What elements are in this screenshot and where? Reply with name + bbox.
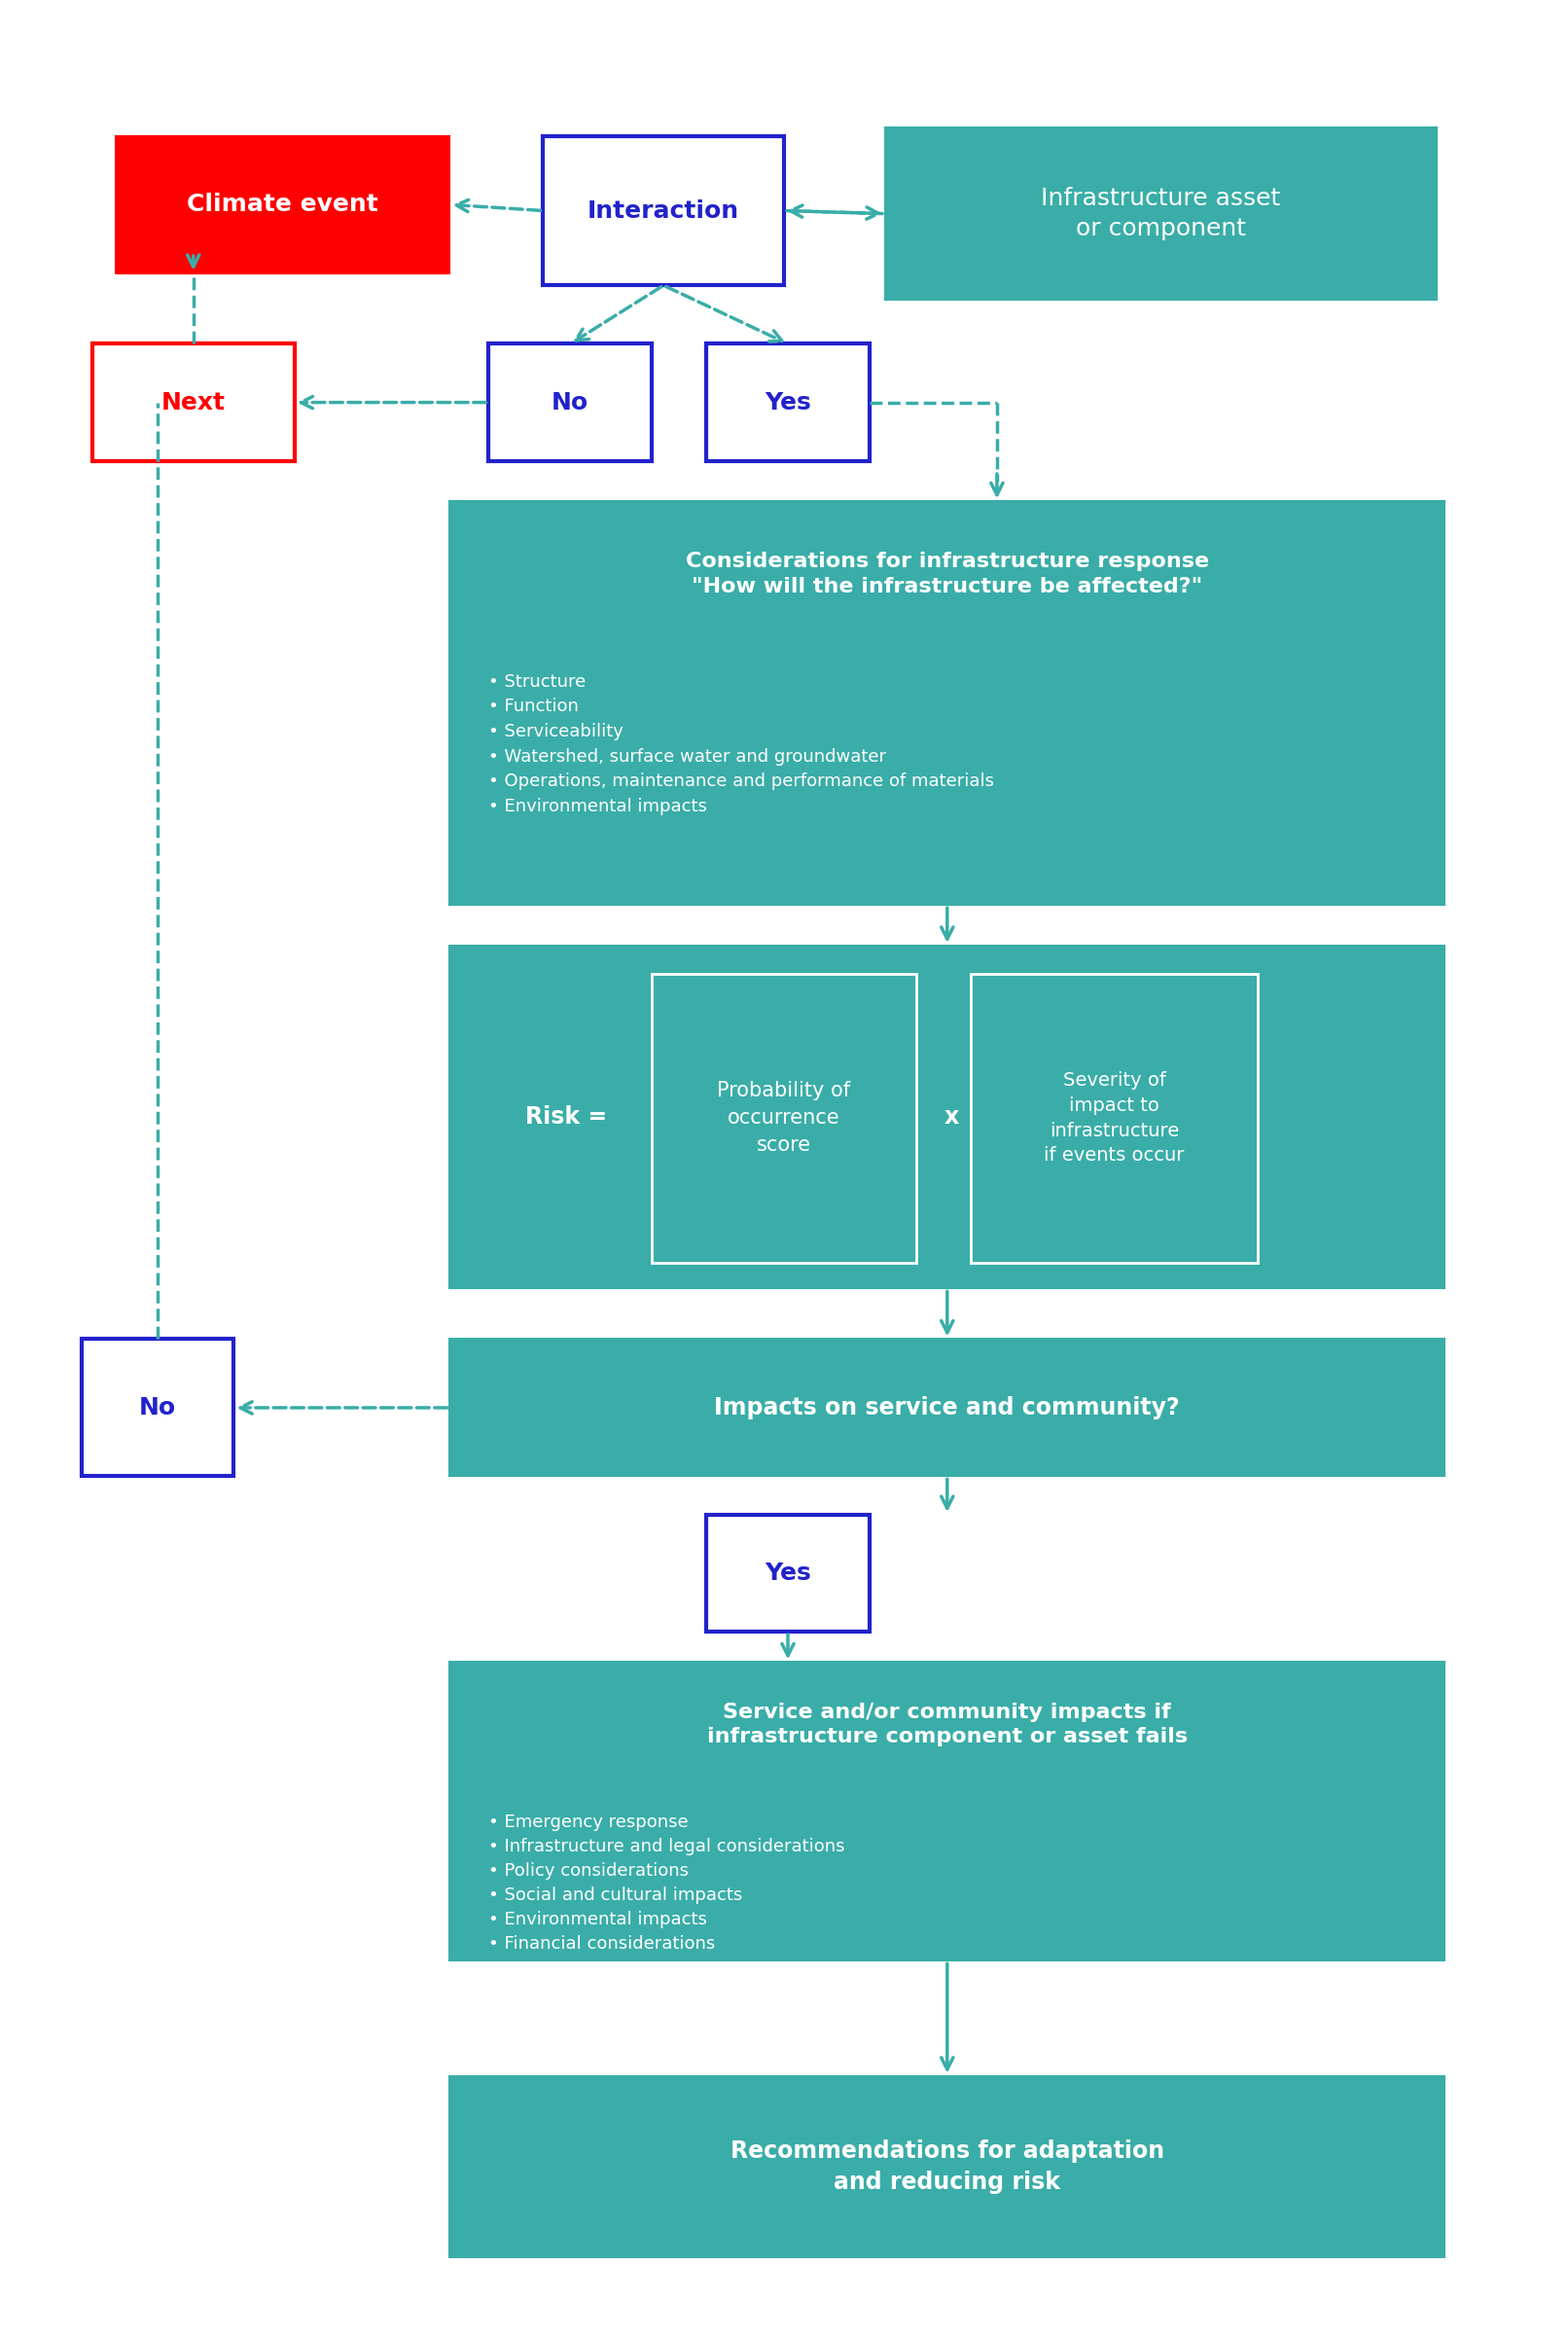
Text: Infrastructure asset
or component: Infrastructure asset or component	[1041, 187, 1281, 241]
FancyBboxPatch shape	[971, 974, 1258, 1263]
FancyBboxPatch shape	[450, 502, 1444, 906]
FancyBboxPatch shape	[450, 1338, 1444, 1476]
Text: No: No	[140, 1396, 176, 1420]
Text: • Structure
• Function
• Serviceability
• Watershed, surface water and groundwat: • Structure • Function • Serviceability …	[489, 672, 994, 815]
Text: Impacts on service and community?: Impacts on service and community?	[715, 1396, 1181, 1420]
FancyBboxPatch shape	[706, 1515, 870, 1632]
Text: Next: Next	[162, 390, 226, 413]
FancyBboxPatch shape	[450, 2076, 1444, 2258]
Text: Climate event: Climate event	[187, 194, 378, 217]
FancyBboxPatch shape	[82, 1338, 234, 1476]
FancyBboxPatch shape	[652, 974, 916, 1263]
FancyBboxPatch shape	[450, 1663, 1444, 1961]
Text: Severity of
impact to
infrastructure
if events occur: Severity of impact to infrastructure if …	[1044, 1072, 1184, 1165]
FancyBboxPatch shape	[706, 343, 870, 460]
FancyBboxPatch shape	[884, 128, 1436, 299]
FancyBboxPatch shape	[93, 343, 295, 460]
Text: Considerations for infrastructure response
"How will the infrastructure be affec: Considerations for infrastructure respon…	[685, 551, 1209, 595]
Text: Yes: Yes	[765, 1562, 811, 1585]
Text: x: x	[944, 1104, 960, 1128]
Text: • Emergency response
• Infrastructure and legal considerations
• Policy consider: • Emergency response • Infrastructure an…	[489, 1814, 845, 1952]
Text: Probability of
occurrence
score: Probability of occurrence score	[717, 1081, 851, 1156]
Text: Yes: Yes	[765, 390, 811, 413]
FancyBboxPatch shape	[543, 135, 784, 285]
FancyBboxPatch shape	[450, 946, 1444, 1289]
FancyBboxPatch shape	[116, 135, 450, 273]
Text: Recommendations for adaptation
and reducing risk: Recommendations for adaptation and reduc…	[731, 2139, 1163, 2195]
Text: No: No	[552, 390, 590, 413]
Text: Service and/or community impacts if
infrastructure component or asset fails: Service and/or community impacts if infr…	[707, 1702, 1187, 1747]
Text: Risk =: Risk =	[525, 1104, 607, 1128]
FancyBboxPatch shape	[489, 343, 652, 460]
Text: Interaction: Interaction	[588, 198, 740, 222]
